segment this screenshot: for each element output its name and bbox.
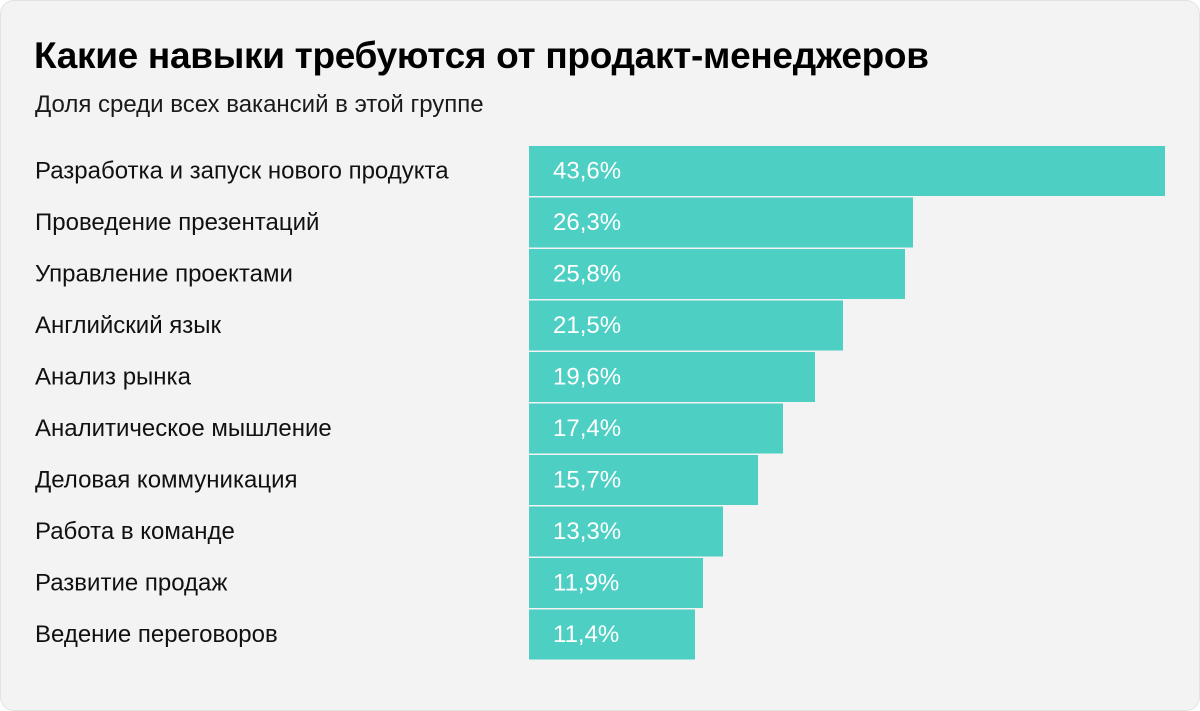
category-label: Разработка и запуск нового продукта — [35, 158, 449, 185]
bar-value-label: 25,8% — [553, 261, 621, 288]
category-label: Развитие продаж — [35, 570, 227, 597]
category-label: Анализ рынка — [35, 364, 192, 391]
category-label: Управление проектами — [35, 261, 293, 288]
bar-value-label: 11,9% — [553, 570, 619, 597]
category-label: Работа в команде — [35, 518, 235, 545]
chart-title: Какие навыки требуются от продакт-менедж… — [34, 35, 929, 76]
chart-subtitle: Доля среди всех вакансий в этой группе — [35, 91, 484, 118]
bar — [529, 506, 723, 557]
bar-value-label: 11,4% — [553, 621, 619, 648]
bar — [529, 609, 695, 660]
bar — [529, 403, 783, 454]
category-label: Аналитическое мышление — [35, 415, 332, 442]
bar-value-label: 17,4% — [553, 415, 621, 442]
bar — [529, 455, 758, 505]
bar-value-label: 43,6% — [553, 158, 621, 185]
category-label: Ведение переговоров — [35, 621, 278, 648]
category-label: Проведение презентаций — [35, 209, 319, 236]
bar — [529, 300, 843, 351]
bar — [529, 558, 703, 608]
bar-value-label: 13,3% — [553, 518, 621, 545]
bar-value-label: 15,7% — [553, 467, 621, 494]
category-label: Деловая коммуникация — [35, 467, 298, 494]
bar — [529, 146, 1165, 196]
bar-value-label: 19,6% — [553, 364, 621, 391]
category-label: Английский язык — [35, 312, 222, 339]
bar-value-label: 21,5% — [553, 312, 621, 339]
bar — [529, 197, 913, 248]
bar — [529, 352, 815, 402]
bar-value-label: 26,3% — [553, 209, 621, 236]
bar — [529, 249, 905, 299]
